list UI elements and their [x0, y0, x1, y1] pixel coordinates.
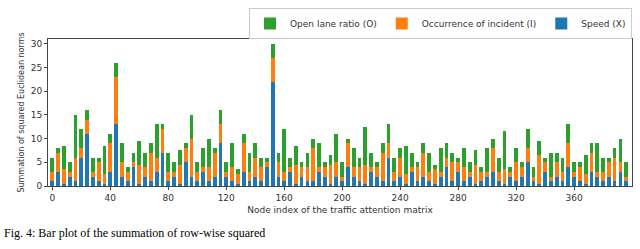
svg-text:Node index of the traffic atte: Node index of the traffic attention matr… — [247, 205, 433, 215]
html-text:Fig. 4: Bar plot of the summat: Fig. 4: Bar plot of the summation of row… — [4, 226, 266, 240]
svg-text:120: 120 — [218, 193, 235, 203]
svg-text:0: 0 — [49, 193, 55, 203]
svg-text:10: 10 — [31, 134, 43, 144]
svg-text:160: 160 — [276, 193, 293, 203]
svg-text:0: 0 — [36, 181, 42, 191]
svg-text:Summation of squared Euclidean: Summation of squared Euclidean norms — [17, 32, 26, 192]
svg-text:5: 5 — [36, 157, 42, 167]
svg-text:Speed (X): Speed (X) — [581, 19, 625, 29]
svg-text:15: 15 — [31, 110, 42, 120]
svg-text:20: 20 — [31, 86, 43, 96]
svg-text:30: 30 — [31, 39, 43, 49]
svg-text:280: 280 — [450, 193, 467, 203]
svg-text:80: 80 — [163, 193, 175, 203]
svg-text:25: 25 — [31, 63, 42, 73]
svg-text:40: 40 — [105, 193, 117, 203]
svg-text:320: 320 — [507, 193, 524, 203]
svg-text:360: 360 — [565, 193, 582, 203]
svg-text:Occurrence of incident (I): Occurrence of incident (I) — [422, 19, 537, 29]
svg-text:Open lane ratio (O): Open lane ratio (O) — [290, 19, 377, 29]
svg-text:200: 200 — [334, 193, 351, 203]
svg-text:240: 240 — [392, 193, 409, 203]
